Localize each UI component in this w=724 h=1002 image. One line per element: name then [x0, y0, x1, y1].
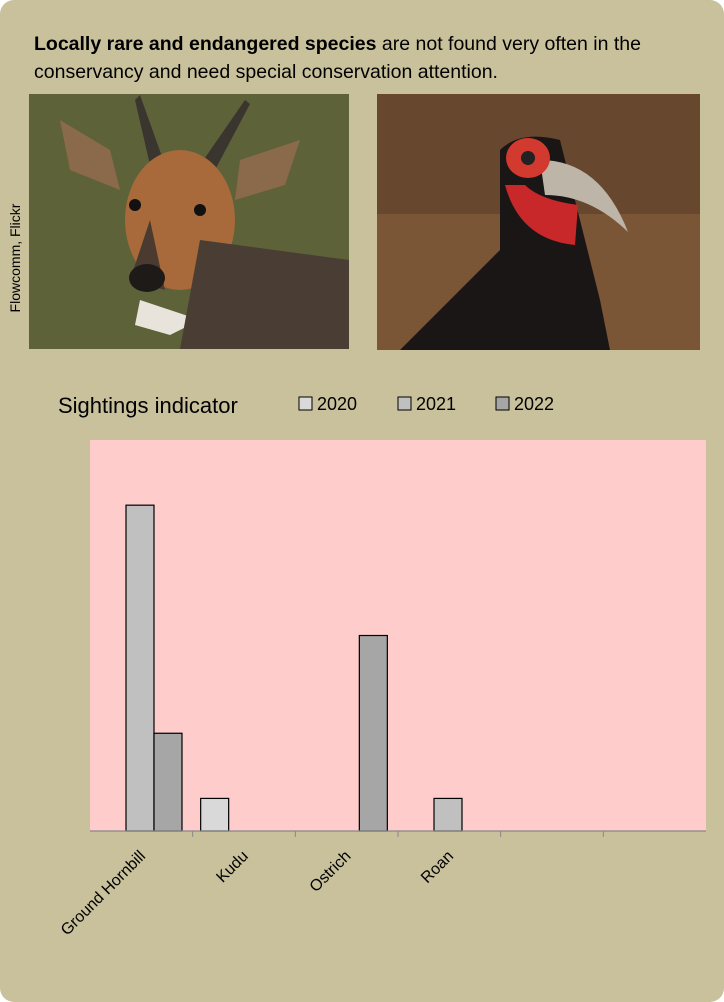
intro-rest: are not found very often in the conserva…	[34, 33, 641, 83]
chart-title: Sightings indicator	[58, 393, 238, 418]
photo-credit: Flowcomm, Flickr	[7, 203, 23, 312]
legend-label: 2020	[317, 394, 357, 414]
intro-text: Locally rare and endangered species are …	[34, 30, 724, 86]
photo-antelope	[29, 94, 349, 349]
legend-label: 2022	[514, 394, 554, 414]
x-tick-label: Ground Hornbill	[58, 848, 149, 939]
bar	[153, 732, 183, 832]
x-tick-label: Roan	[418, 848, 457, 887]
legend-swatch	[298, 396, 313, 411]
legend-swatch	[495, 396, 510, 411]
photo-hornbill	[377, 94, 700, 350]
x-tick-label: Ostrich	[307, 848, 355, 896]
legend-swatch	[397, 396, 412, 411]
legend-label: 2021	[416, 394, 456, 414]
bar	[433, 797, 463, 832]
x-tick-label: Kudu	[213, 848, 251, 886]
bar	[358, 634, 388, 832]
bar	[200, 797, 230, 832]
plot-area	[90, 440, 706, 831]
intro-bold: Locally rare and endangered species	[34, 33, 377, 55]
bar	[125, 504, 155, 832]
